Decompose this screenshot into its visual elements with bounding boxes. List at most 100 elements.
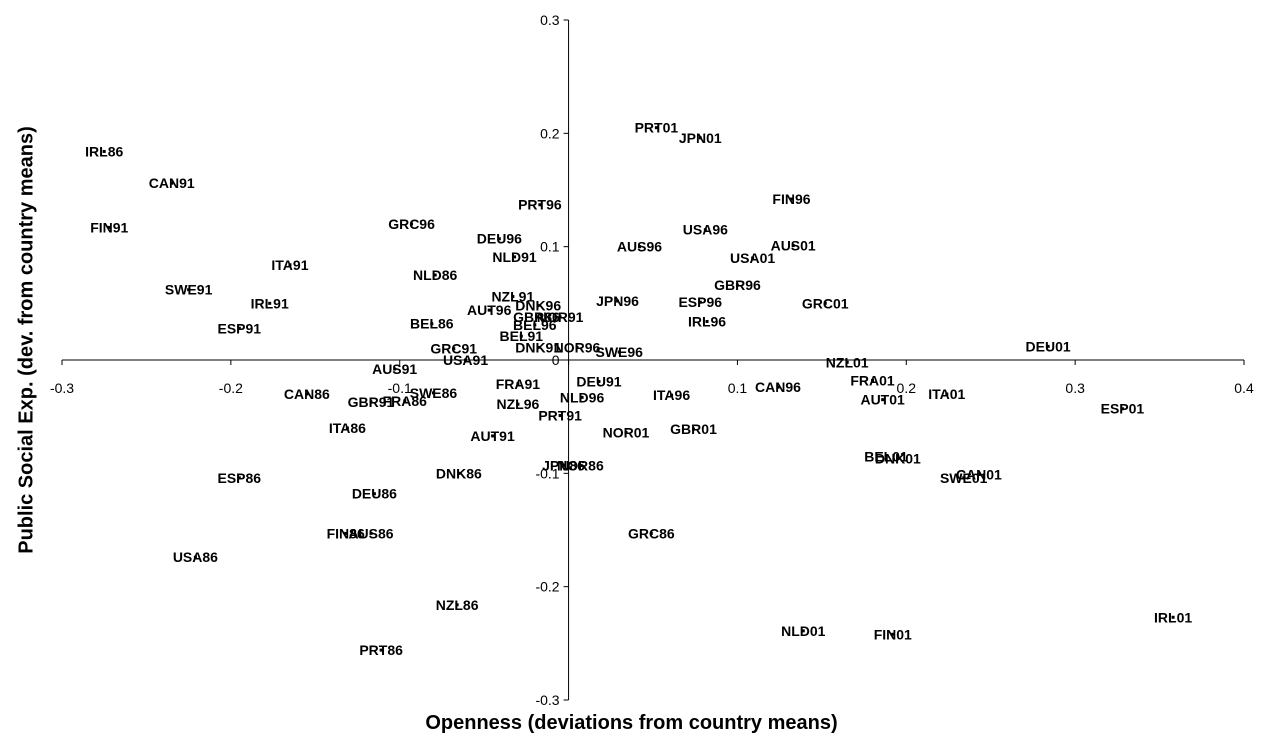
data-point: SWE96	[595, 344, 643, 360]
point-label: DEU96	[477, 231, 522, 247]
point-marker	[881, 398, 885, 402]
data-point: GBR91	[348, 394, 395, 410]
point-label: NOR91	[537, 309, 584, 325]
point-label: GBR86	[513, 309, 560, 325]
point-marker	[649, 531, 653, 535]
point-label: CAN96	[755, 379, 801, 395]
point-marker	[513, 255, 517, 259]
point-label: AUT91	[470, 428, 515, 444]
point-marker	[896, 457, 900, 461]
point-marker	[1171, 615, 1175, 619]
point-label: SWE91	[165, 282, 213, 298]
data-point: BEL91	[500, 328, 544, 344]
data-point: SWE91	[165, 282, 213, 298]
point-label: CAN86	[284, 386, 330, 402]
point-label: IRL86	[85, 143, 123, 159]
point-marker	[751, 256, 755, 260]
data-point: DEU86	[352, 486, 397, 502]
point-label: NOR96	[554, 340, 601, 356]
point-marker	[431, 391, 435, 395]
data-point: JPN01	[679, 130, 722, 146]
point-marker	[705, 319, 709, 323]
point-label: DNK01	[875, 451, 921, 467]
point-marker	[410, 222, 414, 226]
point-label: NOR01	[603, 425, 650, 441]
point-label: AUS86	[348, 525, 393, 541]
point-label: FRA01	[850, 372, 895, 388]
point-marker	[305, 392, 309, 396]
point-label: NZL86	[436, 597, 479, 613]
point-marker	[170, 181, 174, 185]
point-label: JPN96	[596, 293, 639, 309]
point-marker	[538, 203, 542, 207]
data-point: FIN91	[90, 219, 128, 235]
point-marker	[823, 301, 827, 305]
data-point: JPN86	[542, 457, 585, 473]
point-marker	[670, 393, 674, 397]
data-point: GRC96	[388, 216, 435, 232]
data-point: PRT91	[538, 408, 582, 424]
point-marker	[533, 323, 537, 327]
point-marker	[1120, 407, 1124, 411]
point-marker	[464, 358, 468, 362]
data-point: FRA01	[850, 372, 895, 388]
data-point: CAN86	[284, 386, 330, 402]
data-point: FIN96	[772, 191, 810, 207]
point-label: AUT96	[467, 302, 512, 318]
data-point: ESP86	[218, 470, 262, 486]
point-marker	[193, 555, 197, 559]
point-marker	[433, 273, 437, 277]
x-tick-label: 0.4	[1234, 380, 1254, 396]
point-label: AUT01	[860, 392, 905, 408]
point-marker	[369, 400, 373, 404]
data-point: AUT01	[860, 392, 905, 408]
data-point: AUS91	[372, 361, 417, 377]
point-label: NLD86	[413, 267, 458, 283]
x-tick-label: 0.3	[1065, 380, 1085, 396]
point-marker	[692, 427, 696, 431]
data-point: NLD01	[781, 623, 826, 639]
point-label: SWE01	[940, 470, 988, 486]
point-label: GBR91	[348, 394, 395, 410]
point-marker	[698, 300, 702, 304]
point-marker	[237, 476, 241, 480]
point-marker	[107, 225, 111, 229]
point-label: DNK86	[436, 465, 482, 481]
data-point: JPN96	[596, 293, 639, 309]
point-label: DEU86	[352, 486, 397, 502]
point-marker	[288, 263, 292, 267]
point-label: ITA96	[653, 387, 690, 403]
data-point: CAN96	[755, 379, 801, 395]
point-marker	[945, 392, 949, 396]
point-marker	[637, 245, 641, 249]
data-point: GRC91	[430, 341, 477, 357]
data-point: NLD86	[413, 267, 458, 283]
point-label: ESP86	[218, 470, 262, 486]
point-marker	[962, 476, 966, 480]
data-point: BEL86	[410, 316, 454, 332]
data-point: DNK86	[436, 465, 482, 481]
y-tick-label: -0.3	[535, 692, 559, 708]
point-marker	[511, 295, 515, 299]
point-marker	[534, 315, 538, 319]
point-marker	[268, 301, 272, 305]
point-marker	[430, 322, 434, 326]
point-label: BEL96	[513, 317, 557, 333]
point-label: GRC01	[802, 295, 849, 311]
point-label: BEL91	[500, 328, 544, 344]
x-axis-title: Openness (deviations from country means)	[425, 712, 838, 734]
point-label: IRL01	[1154, 609, 1192, 625]
point-label: USA91	[443, 352, 488, 368]
data-point: ESP01	[1101, 401, 1145, 417]
data-point: NLD91	[492, 249, 537, 265]
point-label: AUS01	[771, 238, 816, 254]
point-label: DEU01	[1026, 338, 1071, 354]
point-label: USA86	[173, 549, 218, 565]
point-marker	[977, 472, 981, 476]
data-point: NZL91	[491, 289, 534, 305]
data-point: BEL96	[513, 317, 557, 333]
data-point: AUS86	[348, 525, 393, 541]
point-marker	[558, 414, 562, 418]
point-marker	[536, 346, 540, 350]
data-point: NZL96	[497, 396, 540, 412]
